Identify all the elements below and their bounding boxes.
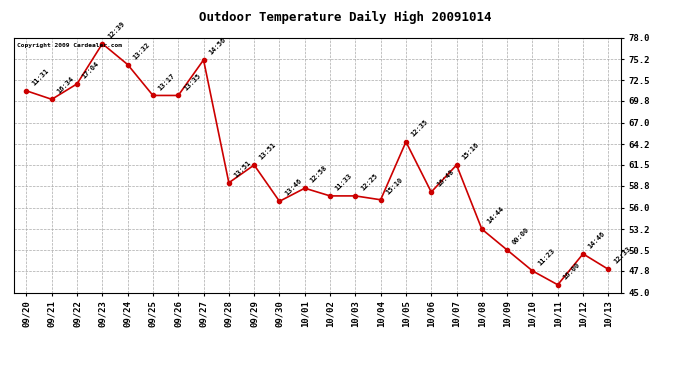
Text: 13:32: 13:32	[132, 41, 151, 60]
Text: 14:56: 14:56	[208, 36, 227, 56]
Text: 16:48: 16:48	[435, 169, 455, 188]
Text: 13:17: 13:17	[157, 72, 177, 91]
Text: 14:44: 14:44	[486, 206, 505, 225]
Text: 15:16: 15:16	[461, 142, 480, 161]
Text: 12:25: 12:25	[359, 172, 379, 192]
Text: 12:39: 12:39	[106, 20, 126, 39]
Text: 13:46: 13:46	[284, 178, 303, 197]
Text: 13:35: 13:35	[182, 72, 201, 91]
Text: 17:04: 17:04	[81, 60, 101, 80]
Text: 12:58: 12:58	[309, 165, 328, 184]
Text: Copyright 2009 Cardealer.com: Copyright 2009 Cardealer.com	[17, 43, 122, 48]
Text: 12:33: 12:33	[613, 246, 632, 265]
Text: 16:34: 16:34	[56, 76, 75, 95]
Text: 11:23: 11:23	[537, 248, 556, 267]
Text: 11:33: 11:33	[334, 172, 353, 192]
Text: 11:31: 11:31	[30, 68, 50, 87]
Text: 16:00: 16:00	[562, 261, 581, 280]
Text: 14:46: 14:46	[587, 230, 607, 250]
Text: 15:10: 15:10	[385, 176, 404, 196]
Text: Outdoor Temperature Daily High 20091014: Outdoor Temperature Daily High 20091014	[199, 11, 491, 24]
Text: 12:35: 12:35	[410, 118, 429, 138]
Text: 13:51: 13:51	[233, 159, 253, 178]
Text: 00:00: 00:00	[511, 226, 531, 246]
Text: 13:51: 13:51	[258, 142, 277, 161]
